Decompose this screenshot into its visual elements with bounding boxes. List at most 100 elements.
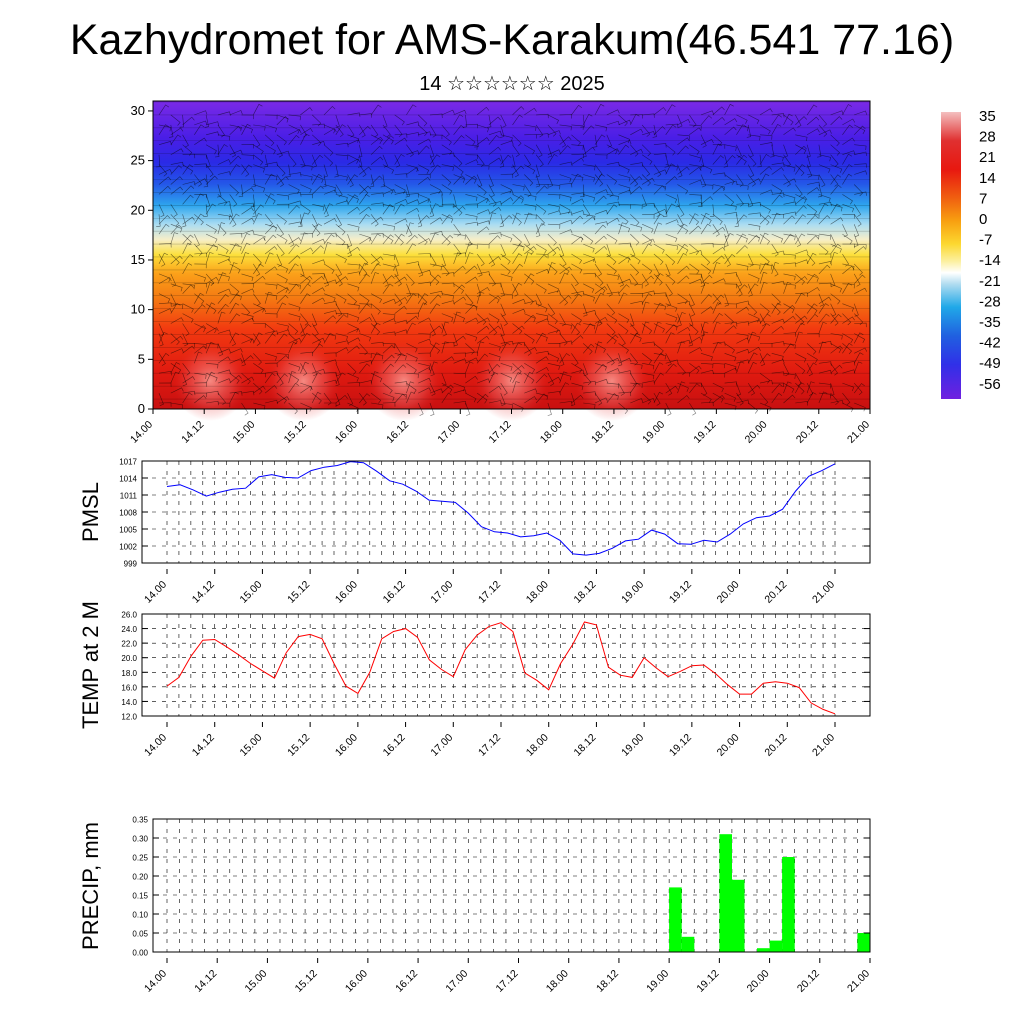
wind-barb xyxy=(311,185,324,195)
wind-barb xyxy=(806,154,811,168)
wind-barb xyxy=(559,211,573,216)
wind-barb xyxy=(842,263,855,271)
wind-barb xyxy=(406,234,418,245)
wind-barb xyxy=(417,293,429,304)
wind-barb xyxy=(571,322,581,334)
wind-barb xyxy=(795,194,807,204)
wind-barb xyxy=(571,394,584,404)
wind-barb xyxy=(689,278,703,285)
wind-barb xyxy=(653,107,667,116)
wind-barb xyxy=(465,333,478,342)
wind-barb xyxy=(748,333,761,341)
wind-barb xyxy=(642,380,655,385)
wind-barb xyxy=(689,347,703,354)
wind-barb xyxy=(818,313,830,324)
wind-barb xyxy=(677,326,691,334)
wind-barb xyxy=(182,242,192,255)
wind-barb xyxy=(559,293,569,306)
wind-barb xyxy=(630,382,643,389)
wind-barb xyxy=(500,243,507,257)
wind-barb xyxy=(253,353,262,366)
wind-barb xyxy=(382,114,388,128)
wind-barb xyxy=(429,230,443,236)
wind-barb xyxy=(700,134,707,148)
wind-barb xyxy=(653,263,660,277)
colorbar-label: -42 xyxy=(979,335,1001,352)
x-tick-label: 19.00 xyxy=(619,579,646,606)
wind-barb xyxy=(217,134,231,141)
wind-barb xyxy=(251,174,256,188)
wind-barb xyxy=(547,283,560,293)
wind-barb xyxy=(170,224,183,235)
wind-barb xyxy=(382,382,393,394)
wind-barb xyxy=(842,316,855,324)
wind-barb xyxy=(170,371,180,384)
wind-barb xyxy=(359,333,371,342)
wind-barb xyxy=(217,223,227,236)
x-tick-label: 14.12 xyxy=(192,968,219,995)
wind-barb xyxy=(394,353,406,364)
wind-barb xyxy=(512,243,525,251)
wind-barb xyxy=(795,205,807,215)
wind-barb xyxy=(771,243,779,257)
wind-barb xyxy=(323,242,332,255)
wind-barb xyxy=(418,176,431,185)
wind-barb xyxy=(500,124,505,138)
wind-barb xyxy=(347,323,359,333)
wind-barb xyxy=(582,303,588,317)
wind-barb xyxy=(170,186,183,195)
wind-barb xyxy=(535,174,541,188)
wind-barb xyxy=(748,263,761,270)
wind-barb xyxy=(547,303,556,317)
wind-barb xyxy=(288,313,301,321)
wind-barb xyxy=(594,154,608,160)
wind-barb xyxy=(736,337,750,344)
wind-barb xyxy=(311,343,323,354)
wind-barb xyxy=(488,343,501,351)
precip-bar xyxy=(782,857,795,952)
wind-barb xyxy=(288,154,297,167)
wind-barb xyxy=(312,297,325,304)
wind-barb xyxy=(500,323,505,337)
wind-barb xyxy=(795,196,808,205)
wind-barb xyxy=(417,145,430,155)
wind-barb xyxy=(771,392,783,404)
wind-barb xyxy=(582,373,592,386)
wind-barb xyxy=(394,293,403,306)
wind-barb xyxy=(476,263,483,277)
wind-barb xyxy=(170,348,184,354)
y-tick-label: 16.0 xyxy=(121,683,137,692)
wind-barb xyxy=(630,186,643,195)
wind-barb xyxy=(288,124,300,134)
wind-barb xyxy=(806,273,818,284)
wind-barb xyxy=(370,124,379,138)
wind-barb xyxy=(547,363,560,370)
wind-barb xyxy=(462,114,468,128)
wind-barb xyxy=(747,303,758,316)
wind-barb xyxy=(724,194,735,206)
wind-barb xyxy=(783,303,795,314)
wind-barb xyxy=(748,273,760,283)
wind-barb xyxy=(370,214,379,227)
wind-barb xyxy=(488,282,502,288)
wind-barb xyxy=(535,254,548,265)
wind-barb xyxy=(641,238,655,245)
wind-barb xyxy=(488,273,496,287)
wind-barb xyxy=(700,110,714,116)
wind-barb xyxy=(806,116,820,126)
wind-barb xyxy=(571,210,585,215)
wind-barb xyxy=(370,104,382,116)
wind-barb xyxy=(783,194,796,202)
wind-barb xyxy=(500,134,513,142)
wind-barb xyxy=(606,313,618,324)
wind-barb xyxy=(500,263,511,275)
x-tick-label: 15.00 xyxy=(242,968,269,995)
wind-barb xyxy=(606,109,620,116)
wind-barb xyxy=(453,311,461,324)
wind-barb xyxy=(323,310,337,315)
wind-barb xyxy=(370,293,383,304)
wind-barb xyxy=(724,303,737,309)
wind-barb xyxy=(547,144,553,158)
wind-barb xyxy=(217,253,230,261)
